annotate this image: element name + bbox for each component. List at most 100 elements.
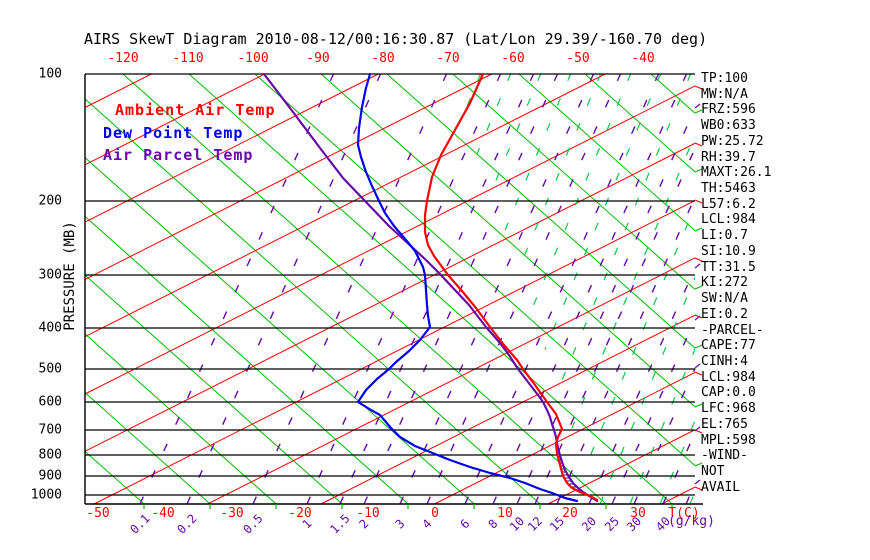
gutter-tick-red [694, 142, 703, 147]
mixing-ratio-line [426, 73, 622, 505]
gutter-tick-red [694, 371, 703, 376]
gutter-tick-green [694, 168, 703, 173]
adiabat-line [84, 73, 152, 108]
gutter-tick-red [694, 85, 703, 90]
top-temp-label: -120 [107, 51, 139, 66]
legend-ambient-air-temp: Ambient Air Temp [115, 101, 276, 119]
moist-adiabat-line [450, 74, 572, 504]
stat-row-tt: TT:31.5 [701, 259, 756, 275]
pressure-tick-label: 200 [38, 193, 62, 209]
stat-row-avail: AVAIL [701, 479, 741, 495]
bottom-temp-label: -50 [86, 506, 110, 521]
adiabat-line [434, 372, 696, 505]
gutter-tick-green [694, 227, 703, 232]
stat-row-cape: CAPE:77 [701, 338, 756, 354]
stat-row-wb0: WB0:633 [701, 118, 756, 134]
stat-row-li: LI:0.7 [701, 228, 748, 244]
stat-row-maxt: MAXT:26.1 [701, 165, 772, 181]
mixing-ratio-line [492, 73, 688, 505]
mixing-ratio-line [685, 483, 696, 505]
pressure-tick-label: 600 [38, 394, 62, 410]
moist-adiabat-line [840, 74, 870, 504]
top-temp-label: -60 [501, 51, 525, 66]
pressure-tick-label: 100 [38, 66, 62, 82]
moist-adiabat-line [750, 74, 870, 504]
pressure-tick-label: 400 [38, 320, 62, 336]
pressure-tick-label: 1000 [30, 487, 62, 503]
top-temp-label: -70 [436, 51, 460, 66]
stat-row-not: NOT [701, 464, 725, 479]
gutter-tick-purple [694, 263, 701, 269]
stat-row-mw: MW:N/A [701, 86, 748, 102]
stat-row-ki: KI:272 [701, 275, 748, 291]
mixing-ratio-line [611, 319, 696, 505]
mixing-ratio-line [306, 73, 502, 505]
stat-row-frz: FRZ:596 [701, 102, 756, 118]
mixing-ratio-unit-label: (g/kg) [668, 514, 715, 529]
top-temp-label: -90 [306, 51, 330, 66]
isotherm-line [84, 450, 145, 505]
chart-title: AIRS SkewT Diagram 2010-08-12/00:16:30.8… [84, 30, 708, 48]
adiabat-line [84, 73, 606, 338]
stat-row-rh: RH:39.7 [701, 149, 756, 165]
pressure-axis-title: PRESSURE (MB) [62, 221, 78, 331]
pressure-tick-label: 900 [38, 468, 62, 484]
pressure-tick-label: 800 [38, 447, 62, 463]
legend-air-parcel-temp: Air Parcel Temp [103, 146, 254, 164]
adiabat-line [547, 429, 696, 505]
pressure-tick-label: 500 [38, 361, 62, 377]
gutter-tick-purple [694, 363, 701, 369]
moist-adiabat-line [450, 74, 452, 504]
stat-row-wind: -WIND- [701, 448, 748, 464]
mixing-ratio-line [186, 73, 382, 505]
bottom-temp-label: -20 [288, 506, 312, 521]
adiabat-line [207, 257, 696, 505]
stat-row-cinh: CINH:4 [701, 353, 748, 369]
gutter-tick-red [694, 486, 703, 491]
bottom-temp-label: -10 [356, 506, 380, 521]
mixing-ratio-line [464, 73, 660, 505]
gutter-tick-red [694, 257, 703, 262]
gutter-tick-red [694, 199, 703, 204]
bottom-temp-label: -30 [220, 506, 244, 521]
mixing-ratio-line [339, 73, 535, 505]
gutter-tick-green [694, 109, 703, 114]
legend-dew-point-temp: Dew Point Temp [103, 124, 244, 142]
gutter-tick-purple [694, 315, 701, 321]
top-temp-label: -110 [172, 51, 204, 66]
moist-adiabat-line [450, 74, 602, 504]
stat-row-si: SI:10.9 [701, 243, 756, 259]
isotherm-line [254, 73, 696, 466]
moist-adiabat-line [810, 74, 870, 504]
bottom-temp-label: T(C) [668, 506, 700, 521]
mixing-ratio-line [252, 73, 448, 505]
moist-adiabat-line [539, 74, 695, 504]
moist-adiabat-line [450, 74, 512, 504]
mixing-ratio-line [139, 73, 335, 505]
stat-row-el: EL:765 [701, 416, 748, 432]
top-temp-label: -50 [566, 51, 590, 66]
top-temp-label: -100 [237, 51, 269, 66]
isotherm-line [386, 73, 696, 349]
adiabat-line [93, 200, 696, 505]
adiabat-line [84, 73, 492, 280]
bottom-temp-label: 20 [562, 506, 578, 521]
stat-row-cap: CAP:0.0 [701, 385, 756, 401]
stat-row-mpl: MPL:598 [701, 432, 756, 448]
mixing-ratio-line [662, 432, 696, 505]
gutter-tick-green [694, 344, 703, 349]
stat-row-sw: SW:N/A [701, 291, 748, 307]
gutter-tick-green [694, 403, 703, 408]
stat-row-parcel: -PARCEL- [701, 322, 764, 338]
adiabat-grid-red [84, 73, 696, 505]
moist-adiabat-grid-green [450, 74, 870, 504]
top-temp-label: -40 [631, 51, 655, 66]
isotherm-line [84, 274, 343, 505]
bottom-temp-label: -40 [151, 506, 175, 521]
stat-row-lcl: LCL:984 [701, 369, 756, 385]
isotherm-line [320, 73, 696, 408]
isotherm-line [84, 216, 409, 505]
adiabat-line [84, 85, 696, 395]
